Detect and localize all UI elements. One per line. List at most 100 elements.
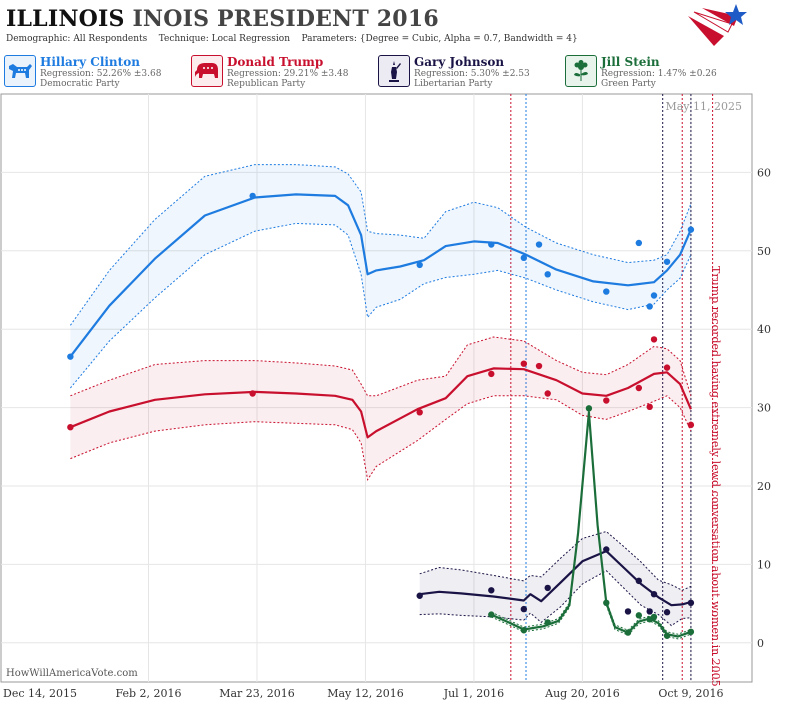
site-credit: HowWillAmericaVote.com <box>6 668 138 679</box>
poll-point <box>544 271 551 278</box>
candidate-regression: Regression: 29.21% ±3.48 <box>227 69 349 79</box>
x-tick-label: May 12, 2016 <box>327 687 404 700</box>
poll-point <box>646 608 653 615</box>
technique-label: Technique: <box>158 34 209 44</box>
poll-point <box>249 390 256 397</box>
technique-value: Local Regression <box>211 34 291 44</box>
confidence-band <box>419 531 691 626</box>
parameters-label: Parameters: <box>301 34 357 44</box>
demographic-value: All Respondents <box>73 34 148 44</box>
y-tick-label: 10 <box>757 558 771 571</box>
poll-point <box>635 239 643 247</box>
poll-point <box>635 384 643 392</box>
candidate-party: Green Party <box>601 79 656 89</box>
trend-line <box>69 193 692 358</box>
poll-point <box>650 336 658 343</box>
candidate-name: Hillary Clinton <box>40 55 140 69</box>
candidate-party: Republican Party <box>227 79 306 89</box>
poll-point <box>624 608 632 615</box>
poll-point <box>544 390 551 397</box>
upper-bound-line <box>69 164 692 326</box>
poll-point <box>635 577 643 585</box>
poll-point <box>663 632 671 639</box>
poll-point <box>544 584 551 592</box>
trend-line <box>419 550 692 607</box>
poll-point <box>535 241 543 248</box>
poll-point <box>687 226 695 233</box>
candidate-clinton[interactable]: Hillary Clinton Regression: 52.26% ±3.68… <box>4 55 189 91</box>
y-tick-label: 50 <box>757 245 771 258</box>
confidence-band <box>70 164 691 388</box>
parameters-line: Demographic: All Respondents Technique: … <box>6 34 578 44</box>
poll-point <box>416 592 423 599</box>
lower-bound-line <box>70 222 692 389</box>
poll-point <box>650 292 658 299</box>
x-tick-label: Aug 20, 2016 <box>544 687 620 700</box>
date-label: May 11, 2025 <box>665 100 742 113</box>
poll-point <box>663 364 671 371</box>
candidate-party: Libertarian Party <box>414 79 493 89</box>
candidate-stein[interactable]: Jill Stein Regression: 1.47% ±0.26 Green… <box>565 55 750 91</box>
poll-point <box>535 362 543 370</box>
page-title: ILLINOIS INOIS PRESIDENT 2016 <box>6 6 439 32</box>
candidate-trump[interactable]: Donald Trump Regression: 29.21% ±3.48 Re… <box>191 55 376 91</box>
poll-point <box>646 303 653 310</box>
poll-point <box>603 546 610 553</box>
poll-point <box>416 409 423 416</box>
x-tick-label: Feb 2, 2016 <box>115 687 181 700</box>
candidate-name: Gary Johnson <box>414 55 505 69</box>
donkey-icon <box>4 55 36 87</box>
demographic-label: Demographic: <box>6 34 71 44</box>
x-tick-label: Oct 9, 2016 <box>658 687 723 700</box>
elephant-icon <box>191 55 223 87</box>
poll-point <box>687 628 695 636</box>
candidate-name: Donald Trump <box>227 55 324 69</box>
statue-of-liberty-icon <box>378 55 410 87</box>
poll-point <box>67 353 74 360</box>
y-tick-label: 0 <box>757 637 764 650</box>
poll-point <box>603 288 610 295</box>
event-annotation: Trump recorded having extremely lewd con… <box>709 266 722 687</box>
trend-line <box>490 411 692 638</box>
flower-icon <box>565 55 597 87</box>
poll-point <box>67 424 74 431</box>
poll-point <box>488 241 495 248</box>
candidate-regression: Regression: 1.47% ±0.26 <box>601 69 717 79</box>
poll-point <box>687 421 695 429</box>
candidate-johnson[interactable]: Gary Johnson Regression: 5.30% ±2.53 Lib… <box>378 55 563 91</box>
poll-point <box>520 627 528 634</box>
poll-point <box>650 613 658 621</box>
poll-point <box>624 629 632 636</box>
trend-line <box>69 367 692 439</box>
poll-point <box>635 612 643 619</box>
poll-point <box>488 587 495 594</box>
poll-point <box>650 590 658 598</box>
upper-bound-line <box>70 336 692 397</box>
x-tick-label: Mar 23, 2016 <box>219 687 295 700</box>
y-tick-label: 40 <box>757 323 771 336</box>
y-tick-label: 60 <box>757 166 771 179</box>
candidate-regression: Regression: 5.30% ±2.53 <box>414 69 530 79</box>
poll-point <box>663 609 671 616</box>
x-tick-label: Dec 14, 2015 <box>3 687 77 700</box>
poll-point <box>663 258 671 265</box>
poll-point <box>520 360 528 367</box>
upper-bound-line <box>419 530 692 591</box>
candidate-regression: Regression: 52.26% ±3.68 <box>40 69 162 79</box>
poll-point <box>646 403 653 411</box>
poll-point <box>520 254 528 262</box>
y-tick-label: 20 <box>757 480 771 493</box>
site-logo <box>688 4 747 46</box>
poll-point <box>520 605 528 613</box>
poll-point <box>488 370 495 378</box>
poll-point <box>603 599 610 607</box>
poll-point <box>544 619 551 626</box>
poll-point <box>687 599 695 607</box>
candidate-name: Jill Stein <box>601 55 660 69</box>
y-tick-label: 30 <box>757 402 771 415</box>
candidate-party: Democratic Party <box>40 79 120 89</box>
poll-point <box>416 261 423 269</box>
lower-bound-line <box>70 395 692 482</box>
poll-point <box>603 397 610 404</box>
